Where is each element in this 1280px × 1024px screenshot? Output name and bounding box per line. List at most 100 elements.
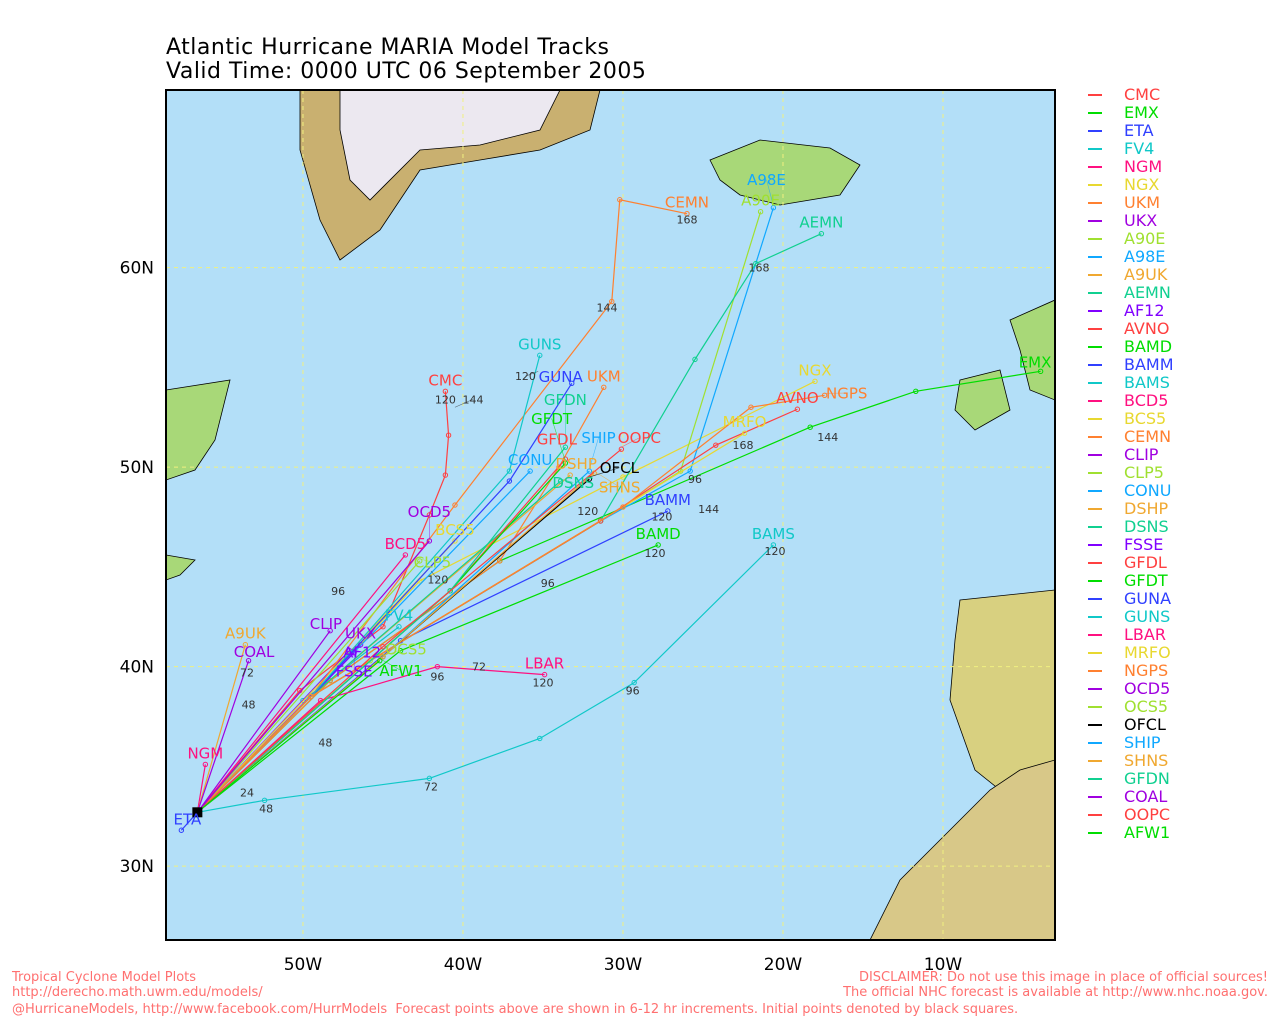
legend-item-af12: AF12 bbox=[1088, 302, 1174, 320]
footer-site-title: Tropical Cyclone Model Plots bbox=[12, 970, 197, 985]
track-label-ngx: NGX bbox=[798, 361, 831, 379]
track-label-clp5: CLP5 bbox=[414, 554, 451, 572]
legend-item-oopc: OOPC bbox=[1088, 806, 1174, 824]
label-leader-line bbox=[430, 570, 439, 580]
forecast-hour-label: 168 bbox=[748, 262, 769, 275]
forecast-hour-label: 96 bbox=[626, 685, 640, 698]
forecast-hour-label: 168 bbox=[732, 439, 753, 452]
legend-swatch bbox=[1088, 400, 1102, 402]
legend-item-fv4: FV4 bbox=[1088, 140, 1174, 158]
forecast-hour-label: 120 bbox=[532, 677, 553, 690]
legend-label: GUNS bbox=[1124, 607, 1171, 626]
track-point bbox=[308, 693, 314, 700]
legend-item-gfdl: GFDL bbox=[1088, 554, 1174, 572]
forecast-hour-label: 120 bbox=[764, 545, 785, 558]
legend-label: DSHP bbox=[1124, 499, 1169, 518]
forecast-hour-label: 48 bbox=[259, 802, 273, 815]
track-label-gfdn: GFDN bbox=[544, 391, 587, 409]
legend-swatch bbox=[1088, 310, 1102, 312]
legend-swatch bbox=[1088, 184, 1102, 186]
chart-title: Atlantic Hurricane MARIA Model Tracks Va… bbox=[166, 36, 646, 84]
legend-swatch bbox=[1088, 832, 1102, 834]
landmass-greenland-ice bbox=[339, 90, 561, 201]
legend-swatch bbox=[1088, 526, 1102, 528]
legend-swatch bbox=[1088, 634, 1102, 636]
legend-item-conu: CONU bbox=[1088, 482, 1174, 500]
track-label-bams: BAMS bbox=[752, 525, 795, 543]
footer-disclaimer: DISCLAIMER: Do not use this image in pla… bbox=[858, 970, 1268, 985]
track-point bbox=[713, 442, 719, 448]
legend-item-bamd: BAMD bbox=[1088, 338, 1174, 356]
legend-label: BAMM bbox=[1124, 355, 1174, 374]
legend-swatch bbox=[1088, 706, 1102, 708]
track-point bbox=[327, 677, 333, 684]
track-label-bamd: BAMD bbox=[636, 525, 681, 543]
track-lbar bbox=[196, 666, 545, 813]
forecast-hour-label: 72 bbox=[424, 780, 438, 793]
track-label-shns: SHNS bbox=[599, 479, 641, 497]
legend-item-a9uk: A9UK bbox=[1088, 266, 1174, 284]
legend-item-lbar: LBAR bbox=[1088, 626, 1174, 644]
track-point bbox=[770, 542, 777, 548]
track-label-lbar: LBAR bbox=[525, 655, 564, 673]
landmass-africa bbox=[869, 759, 1055, 940]
track-point bbox=[497, 558, 503, 564]
y-tick-label: 40N bbox=[120, 658, 154, 678]
legend-label: CLP5 bbox=[1124, 463, 1164, 482]
legend-item-avno: AVNO bbox=[1088, 320, 1174, 338]
legend-item-ngx: NGX bbox=[1088, 176, 1174, 194]
track-label-dshp: DSHP bbox=[555, 455, 596, 473]
track-point bbox=[402, 552, 409, 558]
footer-site-url[interactable]: http://derecho.math.uwm.edu/models/ bbox=[12, 985, 263, 1000]
legend-item-a98e: A98E bbox=[1088, 248, 1174, 266]
initial-point-square bbox=[192, 807, 203, 818]
legend-label: A98E bbox=[1124, 247, 1166, 266]
landmass-ireland-uk bbox=[954, 369, 1011, 431]
y-tick-label: 50N bbox=[120, 458, 154, 478]
legend-item-clp5: CLP5 bbox=[1088, 464, 1174, 482]
legend-item-ofcl: OFCL bbox=[1088, 716, 1174, 734]
track-label-cemn: CEMN bbox=[665, 194, 709, 212]
track-label-ocs5: OCS5 bbox=[385, 641, 426, 659]
label-leader-line bbox=[349, 648, 363, 653]
legend-label: CLIP bbox=[1124, 445, 1159, 464]
track-label-gfdt: GFDT bbox=[531, 410, 573, 428]
track-point bbox=[452, 502, 458, 508]
track-label-a90e: A90E bbox=[741, 192, 780, 210]
forecast-hour-label: 120 bbox=[651, 511, 672, 524]
forecast-hour-label: 120 bbox=[515, 370, 536, 383]
legend-label: FV4 bbox=[1124, 139, 1155, 158]
forecast-hour-label: 168 bbox=[676, 214, 697, 227]
label-leader-line bbox=[589, 437, 599, 470]
track-label-bcs5: BCS5 bbox=[435, 521, 475, 539]
legend-swatch bbox=[1088, 778, 1102, 780]
label-leader-line bbox=[525, 371, 539, 377]
track-point bbox=[380, 624, 386, 630]
legend-item-gfdn: GFDN bbox=[1088, 770, 1174, 788]
track-label-bcd5: BCD5 bbox=[385, 535, 427, 553]
track-point bbox=[178, 827, 185, 833]
track-point bbox=[377, 657, 383, 664]
track-ngm bbox=[196, 764, 206, 813]
legend-swatch bbox=[1088, 724, 1102, 726]
track-point bbox=[434, 663, 441, 670]
legend-label: MRFO bbox=[1124, 643, 1171, 662]
track-point bbox=[1037, 368, 1044, 375]
legend-swatch bbox=[1088, 742, 1102, 744]
legend-label: AF12 bbox=[1124, 301, 1165, 320]
x-tick-label: 30W bbox=[604, 955, 643, 975]
track-point bbox=[442, 388, 449, 394]
track-label-ukm: UKM bbox=[587, 367, 621, 385]
y-tick-label: 60N bbox=[120, 259, 154, 279]
legend-label: OCS5 bbox=[1124, 697, 1169, 716]
legend-label: GFDL bbox=[1124, 553, 1167, 572]
track-label-guna: GUNA bbox=[539, 368, 584, 386]
legend-item-mrfo: MRFO bbox=[1088, 644, 1174, 662]
legend-label: NGM bbox=[1124, 157, 1163, 176]
track-point bbox=[609, 298, 615, 305]
legend-item-aemn: AEMN bbox=[1088, 284, 1174, 302]
legend-swatch bbox=[1088, 544, 1102, 546]
track-label-emx: EMX bbox=[1019, 354, 1052, 372]
forecast-hour-label: 24 bbox=[240, 786, 254, 799]
legend-item-eta: ETA bbox=[1088, 122, 1174, 140]
